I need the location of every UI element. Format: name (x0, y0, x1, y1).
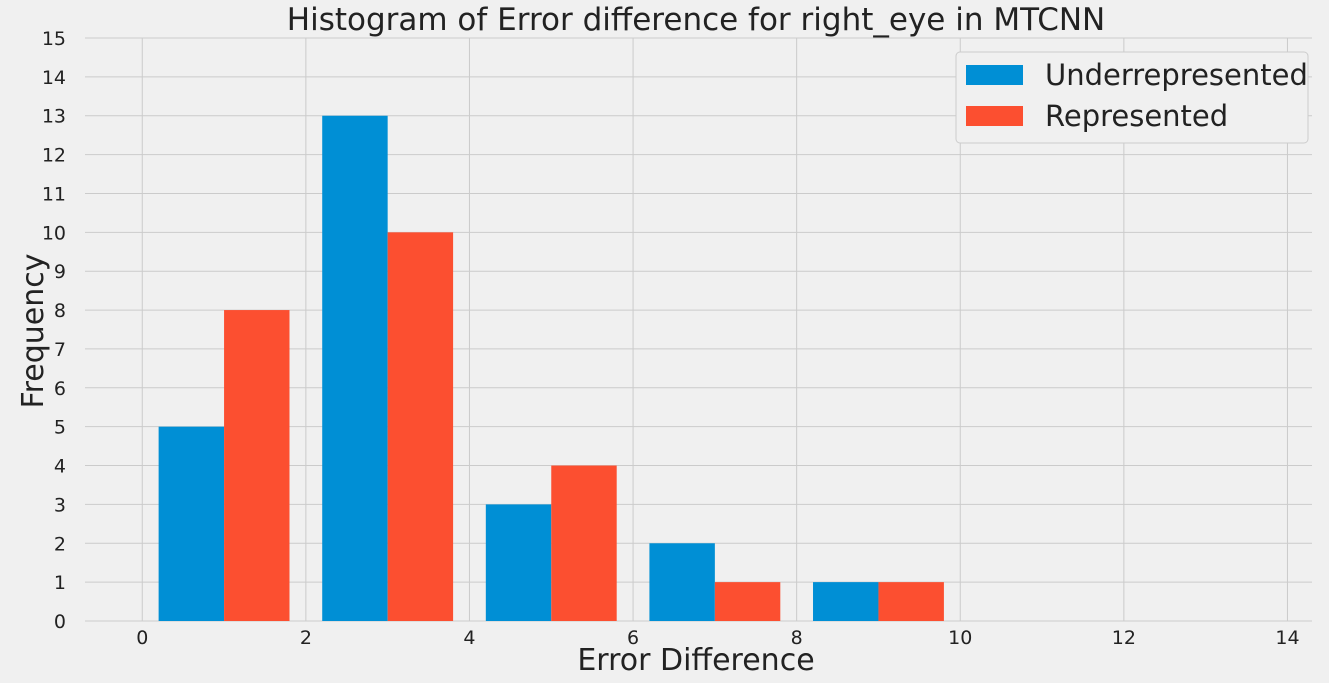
y-tick-label: 15 (42, 28, 66, 50)
x-tick-label: 14 (1275, 627, 1299, 649)
legend-swatch-represented (966, 106, 1023, 126)
bar-represented (387, 232, 454, 622)
y-axis-label: Frequency (16, 254, 51, 409)
y-tick-label: 13 (42, 106, 66, 128)
bar-underrepresented (322, 115, 388, 621)
bar-represented (551, 465, 617, 621)
bar-represented (714, 582, 781, 621)
chart-title: Histogram of Error difference for right_… (287, 2, 1105, 38)
bar-underrepresented (649, 543, 715, 621)
y-tick-label: 3 (54, 494, 66, 516)
legend-label-underrepresented: Underrepresented (1045, 58, 1308, 92)
y-tick-label: 14 (42, 67, 66, 89)
bar-represented (224, 310, 290, 621)
y-tick-label: 7 (54, 339, 66, 361)
x-tick-label: 2 (300, 627, 312, 649)
y-tick-label: 6 (54, 378, 66, 400)
y-tick-label: 12 (42, 145, 66, 167)
bar-represented (878, 582, 944, 621)
bar-underrepresented (813, 582, 879, 621)
y-tick-label: 2 (54, 533, 66, 555)
x-tick-labels: 0 2 4 6 8 10 12 14 (136, 627, 1299, 649)
x-tick-label: 0 (136, 627, 148, 649)
legend-label-represented: Represented (1045, 99, 1228, 133)
bars (158, 115, 944, 622)
y-tick-label: 11 (42, 183, 66, 205)
x-tick-label: 4 (463, 627, 475, 649)
x-tick-label: 6 (627, 627, 639, 649)
y-tick-label: 1 (54, 572, 66, 594)
x-tick-label: 10 (948, 627, 972, 649)
y-tick-label: 9 (54, 261, 66, 283)
bar-underrepresented (158, 426, 225, 621)
y-tick-label: 5 (54, 417, 66, 439)
legend: Underrepresented Represented (955, 51, 1309, 144)
y-tick-label: 10 (42, 222, 66, 244)
legend-box (955, 51, 1309, 144)
x-tick-label: 8 (791, 627, 803, 649)
bar-underrepresented (485, 504, 552, 621)
y-tick-label: 0 (54, 611, 66, 633)
y-tick-label: 4 (54, 456, 66, 478)
legend-swatch-underrepresented (966, 65, 1023, 85)
y-tick-label: 8 (54, 300, 66, 322)
x-axis-label: Error Difference (577, 643, 814, 678)
x-tick-label: 12 (1112, 627, 1136, 649)
